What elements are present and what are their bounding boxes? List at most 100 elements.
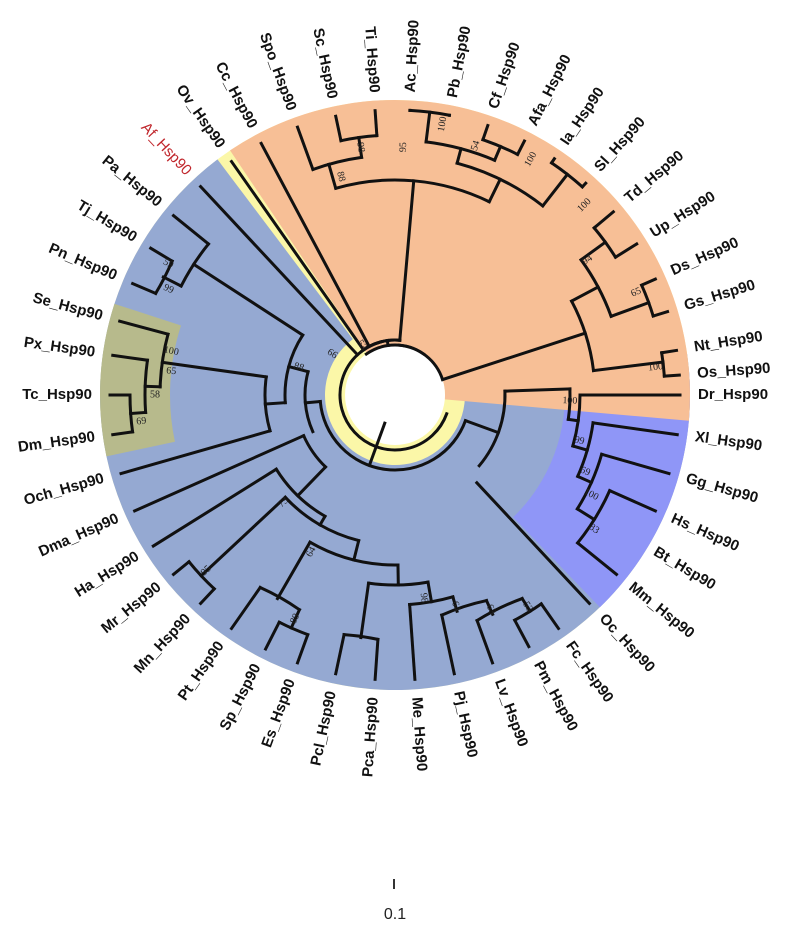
leaf-label: Dr_Hsp90	[698, 386, 768, 403]
branch	[259, 141, 372, 349]
branch-arc	[318, 399, 468, 472]
leaf-label: Pca_Hsp90	[359, 697, 382, 778]
branch	[117, 319, 170, 337]
branch	[198, 184, 360, 357]
branch	[160, 360, 268, 379]
leaf-label: Oc_Hsp90	[596, 610, 658, 675]
leaf-label: Ha_Hsp90	[72, 548, 143, 601]
branch	[119, 428, 272, 476]
branch	[487, 177, 503, 204]
branch	[303, 399, 322, 405]
branch	[367, 421, 387, 468]
leaf-label: Tc_Hsp90	[22, 386, 92, 403]
leaf-label: Tj_Hsp90	[74, 197, 140, 246]
branch	[199, 495, 288, 578]
leaf-label: Dma_Hsp90	[36, 510, 121, 560]
leaf-label: Bt_Hsp90	[651, 543, 719, 593]
bootstrap-value: 100	[562, 395, 577, 407]
branch	[171, 559, 192, 577]
bootstrap-value: 100	[163, 344, 180, 358]
branch	[549, 156, 557, 165]
branch	[286, 364, 310, 374]
leaf-label: Xl_Hsp90	[694, 428, 763, 454]
leaf-label: Fc_Hsp90	[562, 638, 617, 706]
branch	[440, 613, 457, 676]
branch	[575, 474, 594, 485]
branch	[659, 348, 679, 355]
bootstrap-value: 64	[449, 600, 462, 613]
branch	[357, 135, 364, 160]
bootstrap-value: 88	[293, 361, 306, 374]
branch-arc	[455, 161, 545, 208]
branch	[229, 159, 366, 353]
leaf-label: Pm_Hsp90	[530, 658, 581, 734]
leaf-label: Pn_Hsp90	[46, 240, 119, 284]
leaf-label: Mn_Hsp90	[131, 610, 195, 676]
bootstrap-value: 54	[469, 139, 483, 152]
leaf-label: Td_Hsp90	[621, 147, 687, 206]
bootstrap-value: 69	[136, 415, 147, 427]
leaf-label: Lv_Hsp90	[491, 677, 531, 749]
branch	[540, 172, 570, 208]
branch	[263, 620, 282, 651]
leaf-label: Pt_Hsp90	[175, 638, 228, 704]
branch	[326, 162, 338, 191]
branch	[295, 464, 328, 498]
branch	[607, 488, 658, 513]
leaf-label: Pa_Hsp90	[99, 152, 165, 210]
bootstrap-value: 64	[304, 545, 318, 559]
branch	[426, 580, 434, 604]
leaf-label: Dm_Hsp90	[17, 428, 96, 456]
leaf-label: Af_Hsp90	[138, 119, 195, 179]
branch	[143, 384, 162, 389]
branch	[451, 595, 459, 614]
leaf-label: Ia_Hsp90	[557, 84, 608, 148]
branch	[352, 538, 361, 562]
branch	[171, 213, 211, 247]
branch	[198, 586, 217, 606]
branch	[130, 281, 158, 296]
branch	[609, 300, 651, 319]
bootstrap-value: 59	[161, 257, 175, 272]
branch	[161, 274, 184, 289]
branch	[275, 540, 313, 601]
branch	[662, 373, 681, 378]
branch	[408, 602, 417, 681]
branch	[463, 418, 501, 435]
branch-arc	[338, 340, 449, 452]
branch	[191, 262, 305, 338]
leaf-label: Up_Hsp90	[647, 188, 718, 241]
bootstrap-value: 95	[398, 142, 409, 152]
scale-bar-label: 0.1	[383, 906, 407, 923]
leaf-label: Ds_Hsp90	[668, 234, 741, 279]
leaf-label: Ti_Hsp90	[361, 26, 383, 93]
branch	[229, 585, 263, 631]
branch	[599, 452, 671, 476]
leaf-label: Afa_Hsp90	[525, 52, 575, 129]
bootstrap-value: 99	[162, 282, 176, 296]
branch	[570, 444, 590, 452]
branch	[333, 632, 346, 676]
branch	[591, 360, 665, 373]
insect-clade	[99, 303, 182, 457]
branch	[398, 179, 416, 342]
branch	[566, 417, 580, 423]
leaf-label: Os_Hsp90	[697, 360, 771, 382]
branch	[440, 331, 588, 382]
bootstrap-value: 65	[166, 365, 177, 377]
branch-arc	[158, 332, 170, 389]
branch-arc	[477, 389, 507, 468]
leaf-label: Sl_Hsp90	[591, 114, 649, 176]
branch	[289, 607, 302, 630]
leaf-label: Pb_Hsp90	[444, 25, 475, 99]
branch	[591, 421, 679, 437]
leaf-label: Hs_Hsp90	[669, 510, 742, 555]
leaf-label: Es_Hsp90	[258, 677, 299, 750]
branch	[520, 596, 533, 614]
branch	[295, 125, 315, 172]
branch	[373, 637, 380, 681]
bootstrap-value: 53	[520, 600, 535, 614]
leaf-label: Spo_Hsp90	[256, 30, 300, 113]
branch	[512, 618, 531, 649]
branch	[580, 181, 588, 190]
